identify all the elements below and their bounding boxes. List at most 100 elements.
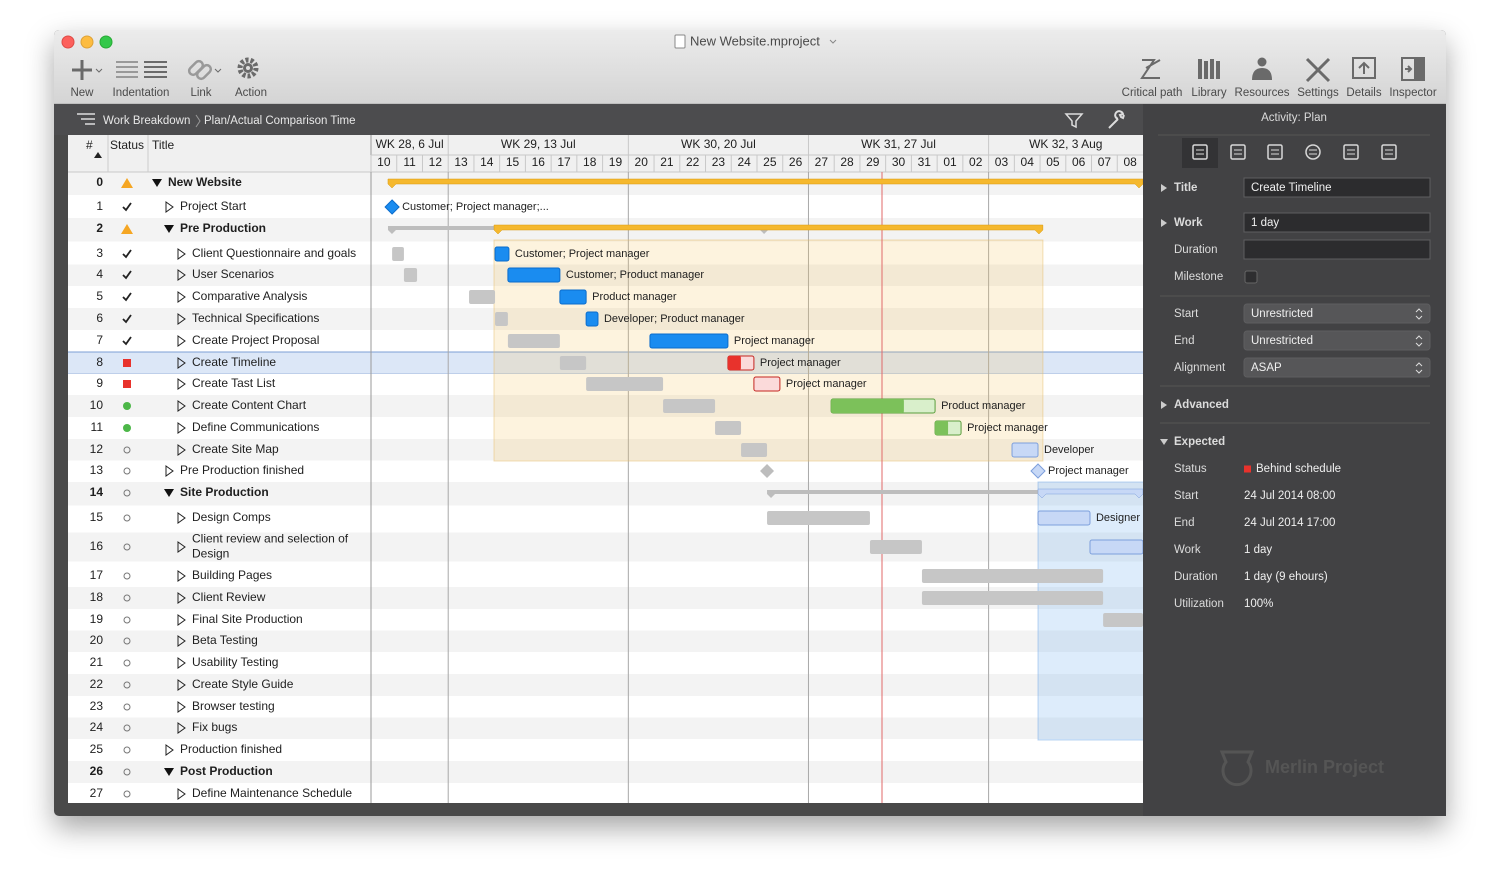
table-row[interactable]: 4 User Scenarios xyxy=(96,267,274,281)
gantt-bar-group[interactable] xyxy=(387,178,1143,189)
disclosure-triangle[interactable] xyxy=(177,291,186,303)
disclosure-triangle[interactable] xyxy=(177,422,186,434)
gantt-bar-group[interactable] xyxy=(1103,613,1143,627)
table-row[interactable]: 26 Post Production xyxy=(90,764,273,778)
gantt-bar-group[interactable]: Product manager xyxy=(469,289,677,305)
table-row[interactable]: 9 Create Tast List xyxy=(96,376,276,390)
toolbar-button[interactable]: Details xyxy=(1346,57,1382,99)
section-title[interactable]: Advanced xyxy=(1174,399,1229,411)
disclosure-triangle[interactable] xyxy=(1160,439,1168,445)
gantt-bar-group[interactable] xyxy=(767,488,1143,499)
disclosure-triangle[interactable] xyxy=(177,701,186,713)
disclosure-triangle[interactable] xyxy=(177,335,186,347)
table-row[interactable]: 3 Client Questionnaire and goals xyxy=(96,246,356,260)
disclosure-triangle[interactable] xyxy=(177,679,186,691)
table-row[interactable]: 25 Production finished xyxy=(90,742,282,756)
table-row[interactable]: 11 Define Communications xyxy=(91,420,320,434)
disclosure-triangle[interactable] xyxy=(165,744,174,756)
disclosure-triangle[interactable] xyxy=(177,614,186,626)
gantt-bar-group[interactable] xyxy=(921,591,1104,605)
table-row[interactable]: 2 Pre Production xyxy=(96,221,266,235)
disclosure-triangle[interactable] xyxy=(177,313,186,325)
disclosure-triangle[interactable] xyxy=(164,489,174,497)
gantt-bar-group[interactable]: Project manager xyxy=(586,376,867,392)
wrench-button[interactable] xyxy=(1108,110,1125,129)
disclosure-triangle[interactable] xyxy=(177,657,186,669)
popup-button[interactable] xyxy=(1243,357,1431,378)
inspector-tab[interactable] xyxy=(1381,144,1397,160)
gantt-bar-group[interactable]: Designer xyxy=(767,510,1140,526)
gantt-bar-group[interactable] xyxy=(869,539,1143,555)
table-row[interactable]: 19 Final Site Production xyxy=(90,612,303,626)
inspector-tab[interactable] xyxy=(1230,144,1246,160)
toolbar-button[interactable]: Critical path xyxy=(1122,59,1183,99)
gantt-bar-group[interactable]: Product manager xyxy=(663,398,1026,414)
disclosure-triangle[interactable] xyxy=(1161,184,1167,192)
breadcrumb-item[interactable]: Work Breakdown xyxy=(103,115,190,127)
table-row[interactable]: 24 Fix bugs xyxy=(90,720,238,734)
disclosure-triangle[interactable] xyxy=(177,541,186,553)
disclosure-triangle[interactable] xyxy=(177,635,186,647)
table-row[interactable]: 10 Create Content Chart xyxy=(90,398,307,412)
disclosure-triangle[interactable] xyxy=(1161,219,1167,227)
text-field[interactable] xyxy=(1243,212,1431,233)
table-row[interactable]: 16 Client review and selection of Design xyxy=(90,532,352,561)
table-row[interactable]: 27 Define Maintenance Schedule xyxy=(90,786,353,800)
table-row[interactable]: 0 New Website xyxy=(96,175,242,189)
toolbar-button[interactable]: Library xyxy=(1191,59,1227,99)
breadcrumb-item[interactable]: Plan/Actual Comparison Time xyxy=(204,115,355,127)
inspector-tab[interactable] xyxy=(1267,144,1283,160)
disclosure-triangle[interactable] xyxy=(165,201,174,213)
disclosure-triangle[interactable] xyxy=(177,378,186,390)
popup-button[interactable] xyxy=(1243,303,1431,324)
table-row[interactable]: 7 Create Project Proposal xyxy=(96,333,319,347)
inspector-tab[interactable] xyxy=(1343,144,1359,160)
disclosure-triangle[interactable] xyxy=(177,357,186,369)
disclosure-triangle[interactable] xyxy=(177,722,186,734)
inspector-tab[interactable] xyxy=(1305,144,1321,160)
inspector-tab[interactable] xyxy=(1192,144,1208,160)
close-button[interactable] xyxy=(61,35,75,49)
gantt-bar-group[interactable]: Project manager xyxy=(559,355,841,371)
disclosure-triangle[interactable] xyxy=(1161,401,1167,409)
disclosure-triangle[interactable] xyxy=(177,248,186,260)
toolbar-button[interactable]: Inspector xyxy=(1389,57,1437,99)
section-title[interactable]: Expected xyxy=(1174,436,1225,448)
filter-button[interactable] xyxy=(1064,113,1084,129)
toolbar-button[interactable]: Link xyxy=(187,59,222,100)
table-row[interactable]: 22 Create Style Guide xyxy=(90,677,294,691)
gantt-bar-group[interactable]: Developer; Product manager xyxy=(495,311,745,327)
table-row[interactable]: 12 Create Site Map xyxy=(90,442,279,456)
table-row[interactable]: 20 Beta Testing xyxy=(90,633,258,647)
disclosure-triangle[interactable] xyxy=(177,570,186,582)
table-row[interactable]: 5 Comparative Analysis xyxy=(96,289,307,303)
gantt-bar-group[interactable]: Developer xyxy=(741,442,1094,458)
title-menu-chevron[interactable] xyxy=(829,39,837,44)
gantt-bar-group[interactable]: Project manager xyxy=(715,420,1048,436)
disclosure-triangle[interactable] xyxy=(164,225,174,233)
disclosure-triangle[interactable] xyxy=(164,768,174,776)
checkbox[interactable] xyxy=(1244,270,1258,284)
disclosure-triangle[interactable] xyxy=(165,465,174,477)
toolbar-button[interactable]: Indentation xyxy=(113,61,170,99)
table-row[interactable]: 17 Building Pages xyxy=(90,568,272,582)
disclosure-triangle[interactable] xyxy=(177,592,186,604)
table-row[interactable]: 18 Client Review xyxy=(90,590,266,604)
toolbar-button[interactable]: Action xyxy=(235,57,267,99)
gantt-bar-group[interactable]: Customer; Project manager xyxy=(392,246,650,262)
table-row[interactable]: 13 Pre Production finished xyxy=(90,463,304,477)
disclosure-triangle[interactable] xyxy=(177,269,186,281)
gantt-bar-group[interactable]: Customer; Project manager;... xyxy=(384,199,549,215)
text-field[interactable] xyxy=(1243,177,1431,198)
gantt-bar-group[interactable]: Project manager xyxy=(507,333,815,349)
gantt-bar-group[interactable]: Customer; Product manager xyxy=(403,267,704,283)
zoom-button[interactable] xyxy=(99,35,113,49)
table-row[interactable]: 8 Create Timeline xyxy=(96,355,276,369)
gantt-bar-group[interactable] xyxy=(387,224,1044,235)
gantt-bar-group[interactable] xyxy=(921,569,1104,583)
disclosure-triangle[interactable] xyxy=(152,179,162,187)
column-header[interactable]: # xyxy=(86,138,93,152)
gantt-bar-group[interactable]: Project manager xyxy=(760,463,1129,479)
disclosure-triangle[interactable] xyxy=(177,444,186,456)
toolbar-button[interactable]: Resources xyxy=(1235,57,1290,100)
